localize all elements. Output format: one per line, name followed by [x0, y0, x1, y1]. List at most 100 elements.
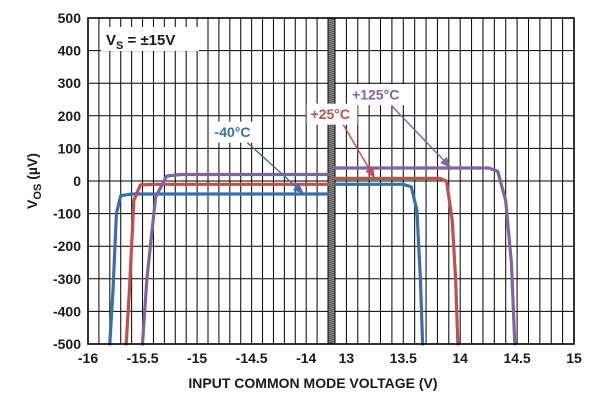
condition-label-main: V [106, 32, 116, 49]
callout-background-125c [348, 84, 408, 106]
axis-break-hatch [327, 325, 336, 329]
axis-break-hatch [327, 337, 336, 341]
x-tick-label-145: -14.5 [236, 350, 268, 366]
axis-break-hatch [327, 283, 336, 287]
axis-break-hatch [327, 99, 336, 103]
series-line-125c-positive [333, 166, 517, 346]
axis-break-hatch [327, 27, 336, 31]
axis-break-hatch [327, 319, 336, 323]
callout-label-40c: -40°C [215, 124, 251, 140]
condition-label-value: = ±15V [123, 32, 175, 49]
y-axis-title-unit: (µV) [24, 153, 40, 184]
axis-break-hatch [327, 243, 336, 247]
axis-break-hatch [327, 219, 336, 223]
axis-break-hatch [327, 73, 336, 77]
axis-break-hatch [327, 199, 336, 203]
x-tick-label-135: 13.5 [390, 350, 417, 366]
axis-break-hatch [327, 205, 336, 209]
callout-layer: -40°C +25°C+125°C [210, 84, 452, 195]
y-axis-title: VOS (µV) [24, 153, 44, 209]
axis-break-hatch [327, 207, 336, 211]
axis-break-hatch [327, 217, 336, 221]
series-line-125c-negative [140, 172, 330, 346]
axis-break-hatch [327, 211, 336, 215]
axis-break-hatch [327, 177, 336, 181]
y-tick-label-400: -400 [53, 303, 81, 319]
axis-break-hatch [327, 19, 336, 23]
axis-break-hatch [327, 149, 336, 153]
axis-break-hatch [327, 143, 336, 147]
axis-break-hatch [327, 249, 336, 253]
axis-break-hatch [327, 305, 336, 309]
axis-break-hatch [327, 225, 336, 229]
axis-break-hatch [327, 159, 336, 163]
series-line-25c-negative [124, 182, 330, 346]
axis-break-hatch [327, 155, 336, 159]
series-line-40c-positive [333, 182, 425, 346]
axis-break-hatch [327, 71, 336, 75]
axis-break-hatch [327, 295, 336, 299]
axis-break-hatch [327, 59, 336, 63]
axis-break-hatch [327, 317, 336, 321]
series-line-40c-negative [108, 192, 330, 346]
axis-break-hatch [327, 313, 336, 317]
axis-break-hatch [327, 83, 336, 87]
axis-break-hatch [327, 85, 336, 89]
axis-break-hatch [327, 141, 336, 145]
axis-break-hatch [327, 57, 336, 61]
axis-break-hatch [327, 157, 336, 161]
axis-break-hatch [327, 259, 336, 263]
callout-arrowhead-40c [292, 183, 304, 195]
axis-break-hatch [327, 187, 336, 191]
axis-break-hatch [327, 41, 336, 45]
axis-break-hatch [327, 233, 336, 237]
axis-break-hatch [327, 335, 336, 339]
condition-label: VS = ±15V [101, 27, 199, 52]
axis-break-hatch [327, 339, 336, 343]
axis-break-hatch [327, 275, 336, 279]
axis-break-hatch [327, 299, 336, 303]
axis-break-hatch [327, 303, 336, 307]
axis-break-hatch [327, 301, 336, 305]
axis-break-hatch [327, 93, 336, 97]
axis-break-hatch [327, 201, 336, 205]
y-tick-label-200: 200 [58, 108, 82, 124]
axis-break-hatch [327, 265, 336, 269]
axis-break-hatch [327, 189, 336, 193]
y-tick-labels: 500 400 300 200 100 0 -100 -200 -300 -400 -500 [53, 10, 81, 352]
callout-arrowhead-125c [440, 156, 452, 168]
y-tick-label-500: -500 [53, 336, 81, 352]
axis-break-hatch [327, 251, 336, 255]
axis-break-hatch [327, 127, 336, 131]
axis-break-hatch [327, 23, 336, 27]
axis-break-hatch [327, 145, 336, 149]
axis-break-hatch [327, 297, 336, 301]
axis-break-hatch [327, 133, 336, 137]
axis-break-hatch [327, 247, 336, 251]
axis-break-hatch [327, 81, 336, 85]
axis-break-hatch [327, 49, 336, 53]
axis-break-hatch [327, 63, 336, 67]
axis-break-hatch [327, 31, 336, 35]
axis-break-hatch [327, 309, 336, 313]
callout-leader-40c [246, 142, 305, 195]
axis-break-hatch [327, 215, 336, 219]
axis-break-hatch [327, 151, 336, 155]
axis-break-hatch [327, 77, 336, 81]
axis-break-hatch [327, 277, 336, 281]
axis-break-hatch [327, 327, 336, 331]
axis-break-hatch [327, 67, 336, 71]
series-line-25c-positive [333, 176, 460, 346]
condition-label-background [101, 27, 199, 51]
axis-break-hatch [327, 321, 336, 325]
y-tick-label-100: 100 [58, 140, 82, 156]
y-axis-title-sub: OS [32, 184, 44, 200]
series-layer [108, 166, 517, 346]
axis-break-hatch [327, 279, 336, 283]
y-tick-label-0: 0 [73, 173, 81, 189]
condition-label-text: VS = ±15V [106, 32, 175, 52]
axis-break-hatch [327, 65, 336, 69]
axis-break-hatch [327, 267, 336, 271]
y-tick-label-300: -300 [53, 271, 81, 287]
